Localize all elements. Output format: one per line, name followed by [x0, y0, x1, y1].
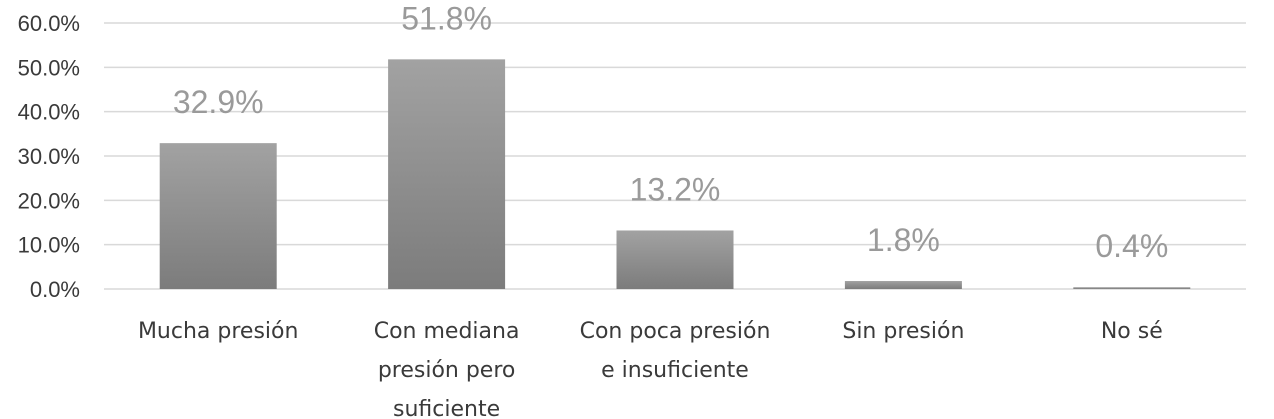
category-label-line: presión pero — [378, 358, 516, 383]
category-label: Sin presión — [842, 319, 964, 344]
category-label-line: Mucha presión — [138, 319, 298, 344]
data-label: 0.4% — [1095, 228, 1168, 264]
bars — [159, 59, 1191, 289]
category-label-line: suficiente — [393, 397, 500, 419]
y-tick-label: 60.0% — [18, 11, 80, 36]
data-label: 13.2% — [630, 171, 721, 207]
bar — [388, 59, 506, 289]
category-label-line: No sé — [1101, 319, 1163, 344]
gridlines — [104, 22, 1246, 290]
x-axis-categories: Mucha presión Con mediana presión pero sufi… — [138, 319, 1163, 419]
bar — [844, 281, 962, 289]
data-label: 1.8% — [867, 222, 940, 258]
bar — [616, 230, 734, 289]
category-label-line: Con mediana — [374, 319, 520, 344]
y-tick-label: 30.0% — [18, 144, 80, 169]
y-tick-label: 20.0% — [18, 188, 80, 213]
data-labels: 32.9% 51.8% 13.2% 1.8% 0.4% — [173, 0, 1168, 264]
category-label: Con poca presión e insuficiente — [580, 319, 771, 383]
y-tick-label: 10.0% — [18, 233, 80, 258]
category-label: No sé — [1101, 319, 1163, 344]
bar — [159, 143, 277, 289]
category-label: Con mediana presión pero suficiente — [374, 319, 520, 419]
y-axis-ticks: 0.0% 10.0% 20.0% 30.0% 40.0% 50.0% 60.0% — [18, 11, 80, 302]
data-label: 51.8% — [401, 0, 492, 36]
y-tick-label: 50.0% — [18, 55, 80, 80]
category-label-line: e insuficiente — [601, 358, 749, 383]
category-label-line: Sin presión — [842, 319, 964, 344]
bar — [1073, 287, 1191, 289]
y-tick-label: 40.0% — [18, 100, 80, 125]
data-label: 32.9% — [173, 84, 264, 120]
category-label: Mucha presión — [138, 319, 298, 344]
y-tick-label: 0.0% — [30, 277, 80, 302]
category-label-line: Con poca presión — [580, 319, 771, 344]
